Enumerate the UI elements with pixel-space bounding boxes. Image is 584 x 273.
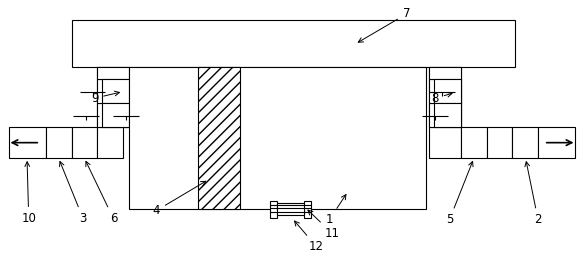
Bar	[46, 127, 72, 158]
Bar	[486, 127, 512, 158]
Bar	[72, 20, 515, 67]
Bar	[9, 127, 46, 158]
Text: 1: 1	[325, 195, 346, 226]
Bar	[461, 127, 486, 158]
Text: 9: 9	[91, 91, 119, 105]
Bar	[270, 201, 277, 218]
Bar	[98, 79, 129, 103]
Text: 10: 10	[21, 162, 36, 225]
Bar	[429, 103, 461, 127]
Bar	[538, 127, 575, 158]
Text: 11: 11	[308, 210, 339, 240]
Bar	[98, 127, 123, 158]
Bar	[304, 201, 311, 218]
Bar	[102, 103, 129, 127]
Text: 6: 6	[86, 161, 117, 225]
Text: 5: 5	[446, 162, 473, 226]
Text: 4: 4	[152, 181, 206, 217]
Text: 8: 8	[432, 92, 452, 105]
Bar	[434, 103, 461, 127]
Bar	[98, 67, 129, 127]
Bar	[429, 79, 461, 103]
Bar	[429, 127, 461, 158]
Bar	[98, 67, 129, 79]
Text: 3: 3	[60, 162, 87, 225]
Text: 12: 12	[294, 221, 324, 253]
Bar	[72, 127, 98, 158]
Text: 2: 2	[525, 162, 542, 226]
Text: 7: 7	[359, 7, 410, 42]
Bar	[429, 67, 461, 127]
Bar	[98, 103, 129, 127]
Bar	[102, 79, 129, 103]
Bar	[429, 67, 461, 79]
Bar	[434, 79, 461, 103]
Bar	[129, 67, 426, 209]
Bar	[277, 203, 304, 215]
Bar	[512, 127, 538, 158]
Bar	[197, 67, 241, 209]
